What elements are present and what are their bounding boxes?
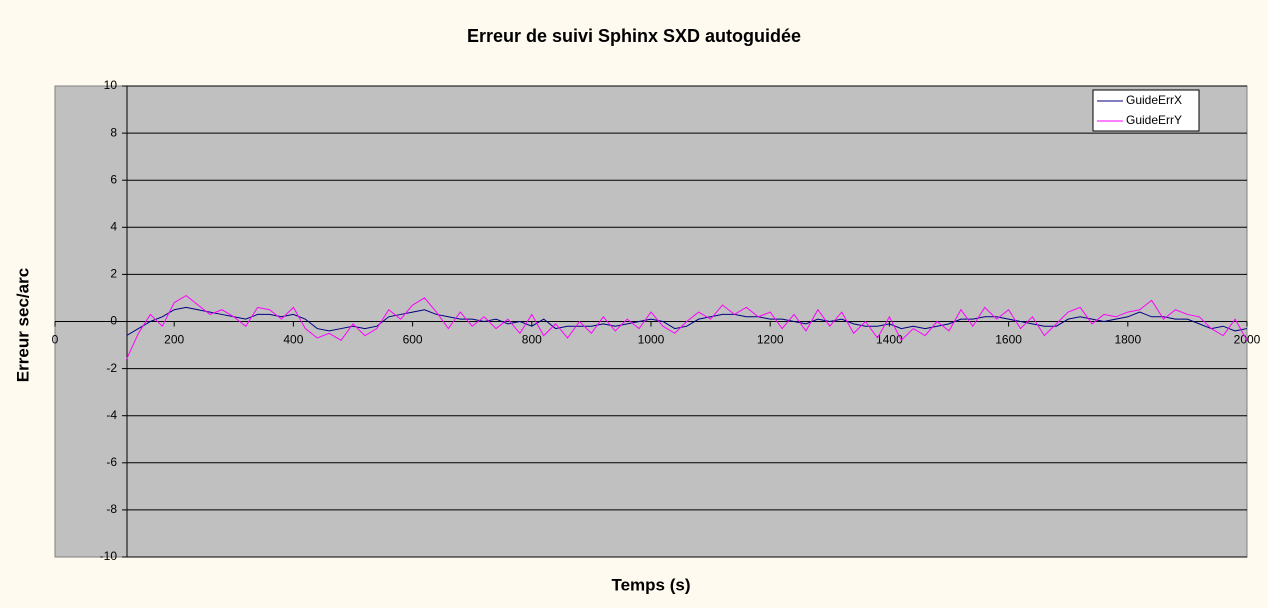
x-tick-label: 1400: [876, 333, 903, 347]
y-tick-label: -6: [106, 455, 117, 469]
y-tick-label: 6: [110, 172, 117, 186]
x-tick-label: 400: [283, 333, 303, 347]
x-tick-label: 1000: [638, 333, 665, 347]
y-tick-label: -8: [106, 502, 117, 516]
x-tick-label: 200: [164, 333, 184, 347]
x-tick-label: 800: [522, 333, 542, 347]
legend-box: [1092, 89, 1200, 132]
y-tick-label: 10: [104, 78, 118, 92]
legend-label: GuideErrY: [1126, 113, 1182, 127]
x-tick-label: 1200: [757, 333, 784, 347]
y-tick-label: 4: [110, 219, 117, 233]
y-tick-label: -10: [100, 549, 118, 563]
x-tick-label: 0: [52, 333, 59, 347]
x-tick-label: 1800: [1114, 333, 1141, 347]
y-tick-label: -2: [106, 361, 117, 375]
x-axis-label: Temps (s): [611, 575, 690, 594]
y-tick-label: -4: [106, 408, 117, 422]
y-tick-label: 0: [110, 314, 117, 328]
y-tick-label: 2: [110, 267, 117, 281]
chart-title: Erreur de suivi Sphinx SXD autoguidée: [467, 26, 801, 46]
data-line: [126, 294, 1248, 360]
legend-label: GuideErrX: [1126, 93, 1182, 107]
x-tick-label: 600: [403, 333, 423, 347]
y-tick-label: 8: [110, 125, 117, 139]
data-line: [126, 306, 1248, 337]
y-axis-label: Erreur sec/arc: [13, 268, 32, 382]
x-tick-label: 1600: [995, 333, 1022, 347]
